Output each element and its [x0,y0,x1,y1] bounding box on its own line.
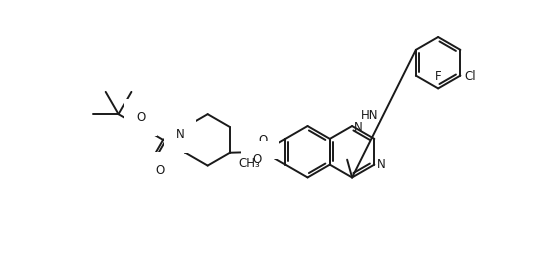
Text: N: N [176,128,184,141]
Text: CH₃: CH₃ [238,157,260,170]
Text: N: N [354,120,363,134]
Text: O: O [253,153,262,166]
Text: O: O [258,134,268,147]
Text: Cl: Cl [465,70,476,83]
Text: F: F [435,70,442,84]
Text: N: N [378,158,386,171]
Text: O: O [136,111,145,124]
Text: O: O [155,164,164,177]
Text: HN: HN [362,109,379,122]
